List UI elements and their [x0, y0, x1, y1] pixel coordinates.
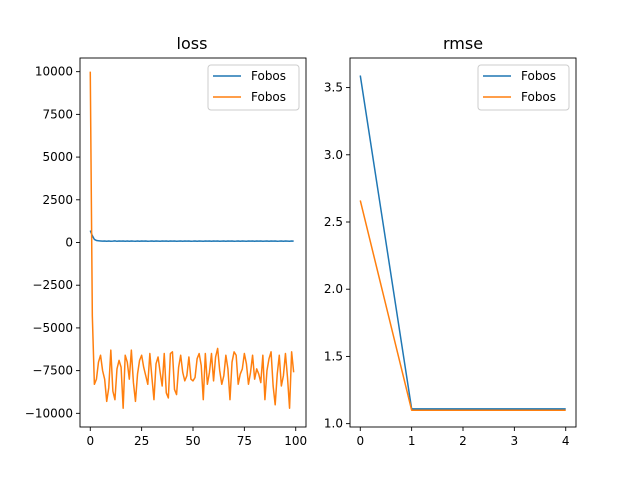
series-line-1	[89, 230, 294, 243]
legend-label-series-1: Fobos	[521, 69, 556, 83]
y-tick-label: 2.5	[324, 215, 343, 229]
x-ticks: 0 1 2 3 4	[356, 427, 570, 448]
y-ticks: 1.0 1.5 2.0 2.5 3.0 3.5	[324, 81, 350, 431]
y-tick-label: 7500	[42, 107, 73, 121]
y-tick-label: 2500	[42, 193, 73, 207]
legend-label-series-2: Fobos	[251, 90, 286, 104]
chart-loss: loss 0 25 50 75 100 −10000 −7500 −5000 −2500 0 25…	[25, 34, 307, 448]
series-line-1	[359, 75, 566, 410]
x-tick-label: 2	[459, 434, 467, 448]
x-tick-label: 0	[86, 434, 94, 448]
x-tick-label: 4	[562, 434, 570, 448]
y-tick-label: 2.0	[324, 282, 343, 296]
legend: Fobos Fobos	[207, 64, 300, 111]
y-tick-label: −2500	[32, 278, 73, 292]
chart-title: loss	[177, 34, 208, 53]
y-tick-label: −5000	[32, 321, 73, 335]
x-tick-label: 3	[511, 434, 519, 448]
y-tick-label: 1.5	[324, 349, 343, 363]
y-tick-label: 10000	[35, 65, 73, 79]
axes-frame	[79, 57, 307, 428]
legend-label-series-2: Fobos	[521, 90, 556, 104]
x-tick-label: 0	[356, 434, 364, 448]
y-ticks: −10000 −7500 −5000 −2500 0 2500 5000 7500 10000	[25, 65, 80, 420]
y-tick-label: 5000	[42, 150, 73, 164]
y-tick-label: 3.0	[324, 148, 343, 162]
y-tick-label: 3.5	[324, 81, 343, 95]
legend: Fobos Fobos	[477, 64, 570, 111]
y-tick-label: −10000	[25, 406, 73, 420]
y-tick-label: −7500	[32, 364, 73, 378]
axes-frame	[349, 57, 577, 428]
x-tick-label: 50	[185, 434, 200, 448]
series-line-2	[89, 71, 295, 409]
y-tick-label: 1.0	[324, 417, 343, 431]
legend-label-series-1: Fobos	[251, 69, 286, 83]
series-layer	[89, 71, 295, 409]
x-ticks: 0 25 50 75 100	[86, 427, 307, 448]
x-tick-label: 1	[408, 434, 416, 448]
chart-rmse: rmse 0 1 2 3 4 1.0 1.5 2.0 2.5 3.0 3.5 Fobos Fobo…	[324, 34, 577, 448]
y-tick-label: 0	[65, 236, 73, 250]
x-tick-label: 25	[134, 434, 149, 448]
x-tick-label: 100	[284, 434, 307, 448]
x-tick-label: 75	[237, 434, 252, 448]
series-line-2	[359, 200, 566, 411]
chart-title: rmse	[443, 34, 483, 53]
series-layer	[359, 75, 566, 411]
